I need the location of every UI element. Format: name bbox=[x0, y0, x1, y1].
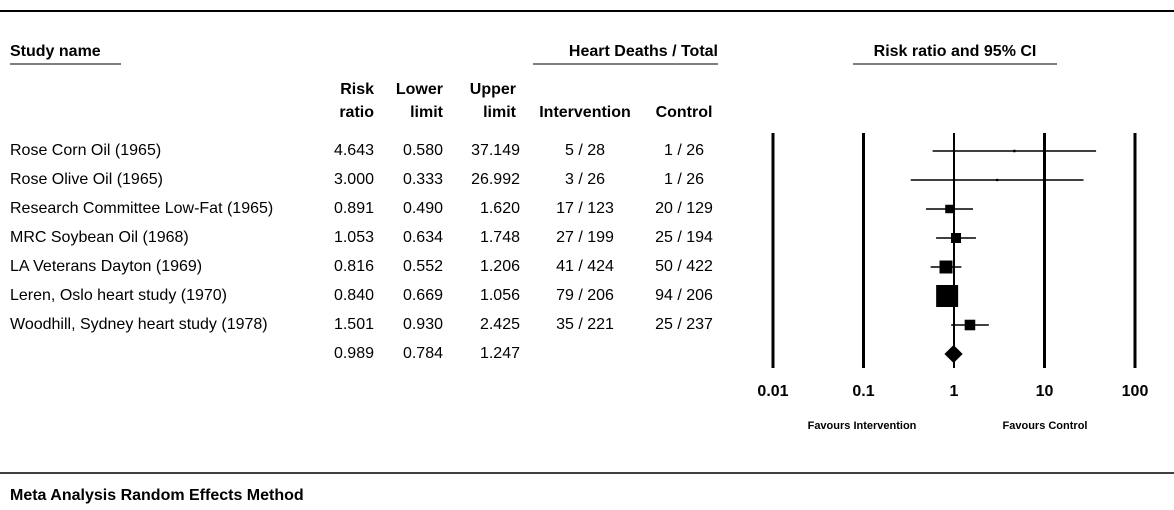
study-name: LA Veterans Dayton (1969) bbox=[10, 258, 202, 275]
study-name: MRC Soybean Oil (1968) bbox=[10, 229, 189, 246]
value-label: 1.501 bbox=[334, 316, 374, 333]
intervention: 27 / 199 bbox=[556, 229, 614, 246]
intervention: 3 / 26 bbox=[565, 171, 605, 188]
intervention: 17 / 123 bbox=[556, 200, 614, 217]
value-label: 0.891 bbox=[334, 200, 374, 217]
column-header: Control bbox=[656, 104, 713, 121]
point-estimate bbox=[951, 233, 962, 243]
summary-label: 0.989 bbox=[334, 345, 374, 362]
summary-label: 0.784 bbox=[403, 345, 443, 362]
x-tick-label: 0.1 bbox=[852, 383, 874, 400]
x-tick-label: 100 bbox=[1122, 383, 1149, 400]
column-header: ratio bbox=[339, 104, 374, 121]
point-estimate bbox=[936, 285, 959, 307]
summary-label: 1.247 bbox=[480, 345, 520, 362]
value-label: 0.490 bbox=[403, 200, 443, 217]
value-label: 37.149 bbox=[471, 142, 520, 159]
value-label: 0.930 bbox=[403, 316, 443, 333]
value-label: 0.333 bbox=[403, 171, 443, 188]
intervention: 41 / 424 bbox=[556, 258, 614, 275]
point-estimate bbox=[1013, 149, 1016, 153]
column-header: Lower bbox=[396, 81, 443, 98]
control: 1 / 26 bbox=[664, 142, 704, 159]
value-label: 0.552 bbox=[403, 258, 443, 275]
column-header: limit bbox=[483, 104, 517, 121]
value-label: 3.000 bbox=[334, 171, 374, 188]
value-label: 0.816 bbox=[334, 258, 374, 275]
value-label: 1.056 bbox=[480, 287, 520, 304]
plot-header: Risk ratio and 95% CI bbox=[874, 43, 1037, 60]
x-tick-label: 10 bbox=[1036, 383, 1054, 400]
favours-right: Favours Control bbox=[1003, 420, 1088, 432]
study-name: Research Committee Low-Fat (1965) bbox=[10, 200, 273, 217]
intervention: 35 / 221 bbox=[556, 316, 614, 333]
footer: Meta Analysis Random Effects Method bbox=[10, 487, 304, 504]
value-label: 4.643 bbox=[334, 142, 374, 159]
control: 94 / 206 bbox=[655, 287, 713, 304]
study-name: Rose Olive Oil (1965) bbox=[10, 171, 163, 188]
control: 1 / 26 bbox=[664, 171, 704, 188]
favours-left: Favours Intervention bbox=[808, 420, 917, 432]
point-estimate bbox=[996, 178, 999, 182]
study-name: Leren, Oslo heart study (1970) bbox=[10, 287, 227, 304]
study-name: Woodhill, Sydney heart study (1978) bbox=[10, 316, 268, 333]
column-header: Intervention bbox=[539, 104, 631, 121]
x-tick-label: 1 bbox=[950, 383, 959, 400]
control: 50 / 422 bbox=[655, 258, 713, 275]
value-label: 0.580 bbox=[403, 142, 443, 159]
counts-header: Heart Deaths / Total bbox=[569, 43, 718, 60]
value-label: 0.634 bbox=[403, 229, 443, 246]
value-label: 0.669 bbox=[403, 287, 443, 304]
control: 20 / 129 bbox=[655, 200, 713, 217]
value-label: 2.425 bbox=[480, 316, 520, 333]
value-label: 1.053 bbox=[334, 229, 374, 246]
control: 25 / 237 bbox=[655, 316, 713, 333]
intervention: 5 / 28 bbox=[565, 142, 605, 159]
point-estimate bbox=[964, 319, 976, 331]
column-header: Upper bbox=[470, 81, 516, 98]
summary-diamond bbox=[944, 345, 963, 363]
value-label: 1.206 bbox=[480, 258, 520, 275]
column-header: Risk bbox=[340, 81, 374, 98]
x-tick-label: 0.01 bbox=[757, 383, 788, 400]
study-name: Rose Corn Oil (1965) bbox=[10, 142, 161, 159]
value-label: 1.620 bbox=[480, 200, 520, 217]
study-header: Study name bbox=[10, 43, 101, 60]
value-label: 0.840 bbox=[334, 287, 374, 304]
point-estimate bbox=[939, 260, 953, 274]
intervention: 79 / 206 bbox=[556, 287, 614, 304]
point-estimate bbox=[945, 204, 954, 214]
column-header: limit bbox=[410, 104, 444, 121]
value-label: 26.992 bbox=[471, 171, 520, 188]
control: 25 / 194 bbox=[655, 229, 713, 246]
value-label: 1.748 bbox=[480, 229, 520, 246]
